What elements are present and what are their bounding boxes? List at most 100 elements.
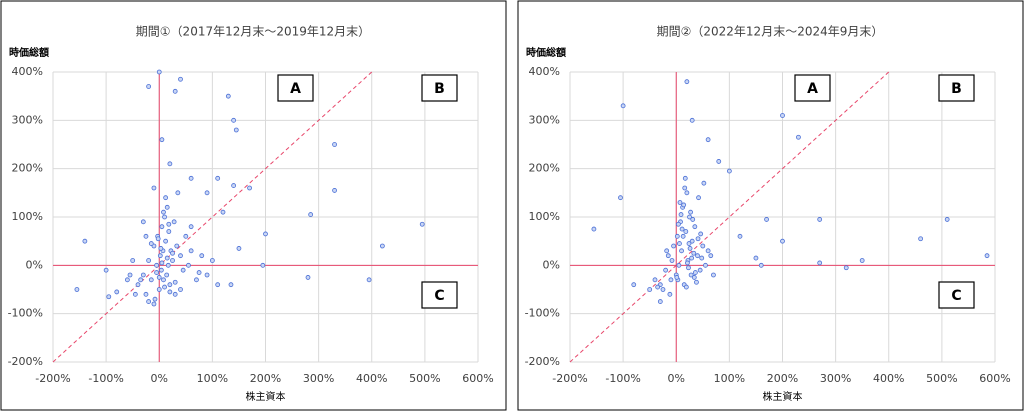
y-tick-label: -200% [8, 355, 43, 368]
point [691, 275, 697, 280]
point [618, 195, 623, 201]
point [167, 161, 173, 167]
point [183, 233, 189, 239]
point [817, 260, 823, 266]
point [675, 221, 681, 227]
point [124, 277, 130, 283]
point [688, 272, 694, 278]
point [215, 282, 221, 288]
point [332, 142, 337, 147]
y-tick-label: 300% [529, 113, 560, 126]
point [186, 262, 191, 268]
point [209, 258, 215, 263]
point [379, 243, 385, 249]
point [156, 287, 162, 292]
annotation-label: A [290, 81, 301, 97]
point [687, 214, 692, 220]
diagonal-line [52, 71, 373, 363]
point [305, 275, 311, 280]
point [171, 219, 177, 225]
point [82, 238, 88, 244]
point [166, 221, 172, 227]
point [694, 279, 699, 285]
point [683, 284, 689, 290]
annotation-label: A [807, 81, 818, 97]
point [155, 236, 161, 242]
point [130, 258, 136, 263]
point [685, 260, 690, 266]
point [764, 217, 769, 222]
point [308, 212, 314, 217]
y-tick-label: 200% [12, 162, 43, 175]
point [106, 294, 112, 300]
point [631, 282, 637, 288]
point [679, 248, 684, 254]
point [700, 243, 706, 249]
y-tick-label: -200% [525, 355, 560, 368]
x-tick-label: -100% [605, 372, 640, 385]
point [228, 282, 234, 288]
point [151, 301, 157, 307]
point [663, 267, 669, 273]
point [674, 275, 680, 280]
diagonal-line [569, 71, 890, 363]
point [220, 209, 226, 215]
point [944, 217, 950, 222]
point [151, 185, 157, 191]
panel-border [517, 0, 1024, 411]
point [620, 103, 626, 109]
point [225, 93, 231, 99]
point [175, 190, 181, 196]
point [688, 209, 693, 215]
point [692, 270, 698, 275]
point [701, 180, 707, 186]
point [143, 233, 149, 239]
point [140, 272, 146, 278]
x-tick-label: 600% [462, 372, 493, 385]
point [154, 262, 159, 268]
point [686, 241, 692, 246]
x-tick-label: 100% [197, 372, 228, 385]
point [172, 279, 178, 285]
point [204, 272, 210, 278]
point [162, 284, 167, 290]
point [676, 262, 682, 268]
annotation-label: C [951, 288, 961, 304]
point [204, 190, 210, 196]
point [178, 287, 183, 292]
point [664, 248, 670, 254]
annotation-box [421, 74, 458, 102]
point [677, 200, 683, 205]
x-tick-label: 300% [820, 372, 851, 385]
point [162, 214, 167, 220]
point [140, 219, 146, 225]
point [683, 229, 689, 234]
point [647, 287, 653, 292]
point [758, 262, 764, 268]
y-tick-label: 100% [529, 210, 560, 223]
point [143, 291, 149, 297]
point [138, 277, 144, 283]
annotation-box [938, 74, 975, 102]
point [158, 246, 164, 251]
y-tick-label: 100% [12, 210, 43, 223]
x-tick-label: 600% [979, 372, 1010, 385]
point [332, 188, 337, 193]
point [817, 217, 823, 222]
point [199, 253, 205, 259]
point [164, 255, 170, 261]
y-tick-label: 0% [26, 258, 43, 271]
point [231, 117, 237, 123]
annotation-label: C [434, 288, 444, 304]
point [680, 233, 686, 239]
y-tick-label: -100% [8, 307, 43, 320]
point [689, 117, 695, 123]
point [695, 236, 701, 242]
point [263, 231, 268, 237]
point [687, 246, 693, 251]
annotation-label: B [951, 81, 962, 97]
point [843, 265, 849, 271]
x-tick-label: 0% [151, 372, 168, 385]
y-tick-label: 300% [12, 113, 43, 126]
x-tick-label: -100% [88, 372, 123, 385]
